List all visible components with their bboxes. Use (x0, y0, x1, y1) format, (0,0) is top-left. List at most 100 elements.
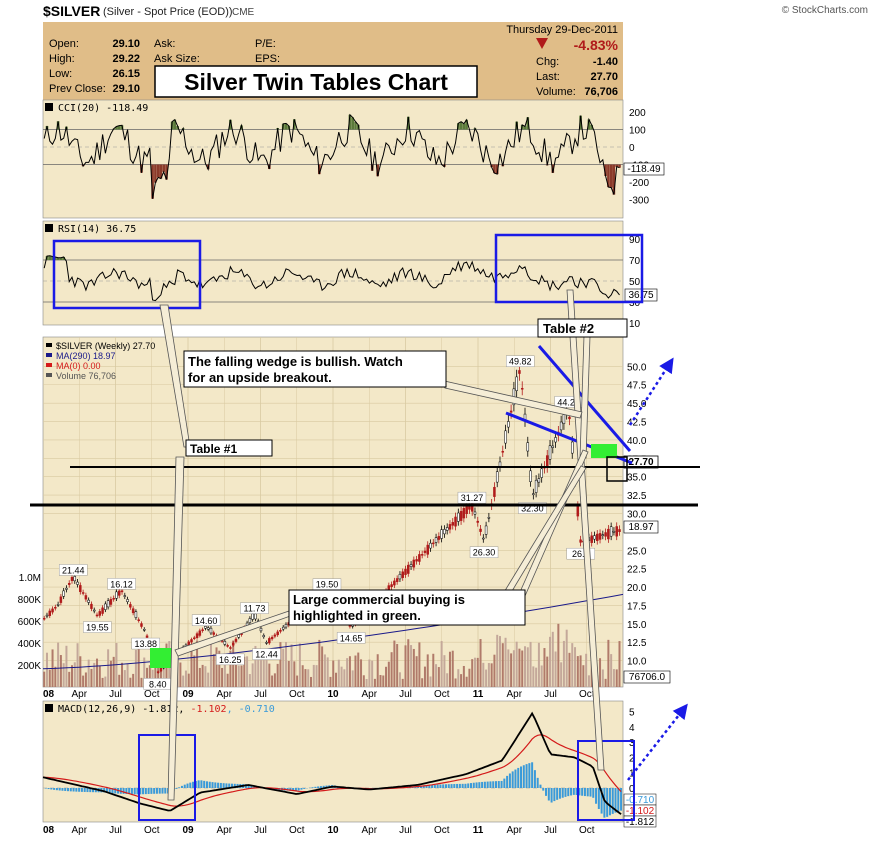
volume-bar (399, 672, 401, 687)
macd-hist-bar (209, 782, 211, 788)
macd-flags: -0.710-1.102-1.812 (624, 794, 656, 828)
volume-bar (441, 641, 443, 687)
volume-bar (332, 660, 334, 687)
volume-bar (396, 644, 398, 687)
x-axis-label: Apr (506, 825, 522, 836)
candle-body (577, 506, 579, 516)
macd-hist-bar (439, 784, 441, 788)
quote-label: High: (49, 53, 75, 65)
candle-body (488, 517, 490, 518)
volume-bar (616, 669, 618, 687)
macd-hist-bar (531, 762, 533, 788)
volume-bar (277, 664, 279, 687)
macd-hist-bar (45, 788, 47, 789)
volume-bar (477, 658, 479, 687)
candle-body (238, 635, 240, 637)
candle-body (263, 635, 265, 636)
candle-body (393, 581, 395, 585)
candle-body (466, 507, 468, 514)
price-legend-entry: MA(290) 18.97 (56, 351, 116, 361)
candle-body (599, 533, 601, 539)
volume-bar (221, 668, 223, 687)
volume-bar (599, 658, 601, 687)
volume-bar (307, 669, 309, 687)
macd-hist-bar (553, 788, 555, 801)
quote-label: Volume: (536, 86, 576, 98)
candle-body (71, 577, 73, 580)
volume-bar (327, 657, 329, 687)
x-axis-label: Jul (109, 689, 122, 700)
x-axis-label: Oct (289, 689, 305, 700)
candle-body (521, 388, 523, 389)
quote-label: Last: (536, 71, 560, 83)
price-peak-label: 16.12 (110, 579, 133, 589)
change-percent: -4.83% (574, 37, 619, 53)
macd-hist-bar (498, 781, 500, 788)
macd-hist-bar (473, 783, 475, 788)
candle-body (391, 585, 393, 587)
volume-bar (118, 675, 120, 687)
volume-bar (560, 662, 562, 687)
macd-hist-bar (539, 785, 541, 788)
volume-bar (493, 655, 495, 687)
x-axis-label: Apr (361, 689, 377, 700)
volume-bar (388, 662, 390, 687)
candle-body (52, 609, 54, 612)
candle-body (407, 565, 409, 573)
macd-hist-bar (184, 785, 186, 788)
macd-hist-bar (48, 788, 50, 789)
volume-bar (202, 665, 204, 687)
candle-body (457, 513, 459, 521)
volume-bar (496, 635, 498, 687)
quote-label: Chg: (536, 56, 559, 68)
cci-last-value: -118.49 (627, 164, 661, 175)
candle-body (57, 604, 59, 605)
candle-body (405, 569, 407, 575)
volume-bar (338, 660, 340, 687)
volume-bar (527, 647, 529, 687)
volume-bar (285, 642, 287, 687)
volume-bar (602, 669, 604, 687)
volume-bar (291, 644, 293, 687)
price-peak-label: 26.30 (473, 548, 496, 558)
volume-bar (435, 664, 437, 687)
macd-hist-bar (598, 788, 600, 809)
candle-body (455, 517, 457, 526)
macd-hist-bar (320, 786, 322, 788)
candle-body (135, 612, 137, 618)
volume-bar (418, 642, 420, 687)
volume-bar (46, 653, 48, 687)
symbol: $SILVER (43, 3, 100, 19)
candle-body (532, 494, 534, 495)
cci-tick: -200 (629, 178, 649, 189)
volume-bar (474, 658, 476, 687)
candle-body (421, 554, 423, 555)
volume-bar (191, 650, 193, 687)
volume-bar (530, 642, 532, 687)
price-tick: 50.0 (627, 362, 647, 373)
volume-bar (207, 673, 209, 687)
macd-hist-bar (489, 781, 491, 788)
volume-bar (179, 663, 181, 687)
volume-bar (43, 672, 45, 687)
macd-hist-bar (523, 765, 525, 788)
price-peak-label: 19.55 (86, 623, 109, 633)
candle-body (516, 377, 518, 391)
candle-body (127, 599, 129, 601)
volume-bar (446, 673, 448, 687)
macd-hist-bar (81, 788, 83, 792)
candle-body (79, 585, 81, 591)
volume-bar (463, 666, 465, 687)
macd-hist-bar (75, 788, 77, 792)
candle-body (129, 604, 131, 607)
volume-bar (135, 650, 137, 687)
volume-bar (499, 636, 501, 687)
candle-body (607, 529, 609, 539)
volume-bar (568, 653, 570, 687)
volume-bar (577, 656, 579, 687)
volume-bar (252, 663, 254, 687)
volume-bar (79, 656, 81, 687)
